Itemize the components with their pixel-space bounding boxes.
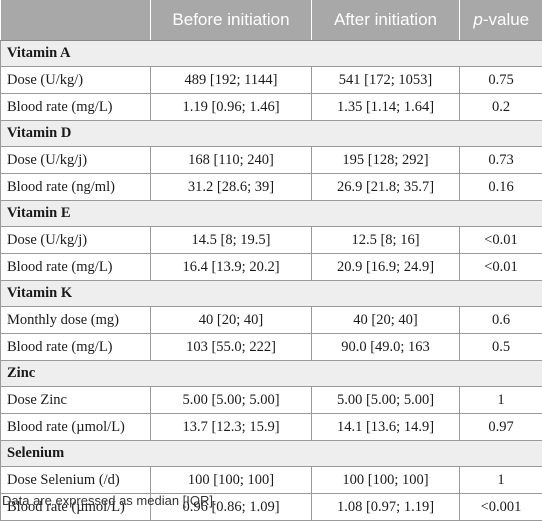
p-value: 0.2	[460, 94, 542, 121]
p-value: 0.73	[460, 147, 542, 174]
header-after-initiation: After initiation	[312, 0, 460, 41]
row-label: Blood rate (µmol/L)	[1, 414, 151, 441]
table-header: Before initiation After initiation p-val…	[1, 0, 542, 41]
after-value: 40 [20; 40]	[312, 307, 460, 334]
row-label: Dose (U/kg/j)	[1, 227, 151, 254]
table-footnote: Data are expressed as median [IQR].	[2, 493, 217, 508]
section-row: Vitamin K	[1, 281, 542, 307]
header-row: Before initiation After initiation p-val…	[1, 0, 542, 41]
p-value: <0.01	[460, 227, 542, 254]
p-value: 0.75	[460, 67, 542, 94]
p-value: 0.16	[460, 174, 542, 201]
table-row: Dose (U/kg/)489 [192; 1144]541 [172; 105…	[1, 67, 542, 94]
row-label: Blood rate (mg/L)	[1, 94, 151, 121]
p-value: 0.6	[460, 307, 542, 334]
section-title: Vitamin K	[1, 281, 542, 307]
header-p-suffix: -value	[483, 10, 529, 29]
after-value: 100 [100; 100]	[312, 467, 460, 494]
before-value: 489 [192; 1144]	[151, 67, 312, 94]
before-value: 103 [55.0; 222]	[151, 334, 312, 361]
after-value: 195 [128; 292]	[312, 147, 460, 174]
after-value: 26.9 [21.8; 35.7]	[312, 174, 460, 201]
after-value: 1.08 [0.97; 1.19]	[312, 494, 460, 521]
table-row: Dose (U/kg/j)168 [110; 240]195 [128; 292…	[1, 147, 542, 174]
after-value: 20.9 [16.9; 24.9]	[312, 254, 460, 281]
table-row: Blood rate (mg/L)1.19 [0.96; 1.46]1.35 […	[1, 94, 542, 121]
row-label: Blood rate (ng/ml)	[1, 174, 151, 201]
after-value: 12.5 [8; 16]	[312, 227, 460, 254]
table-row: Dose (U/kg/j)14.5 [8; 19.5]12.5 [8; 16]<…	[1, 227, 542, 254]
table-row: Monthly dose (mg)40 [20; 40]40 [20; 40]0…	[1, 307, 542, 334]
p-value: 1	[460, 467, 542, 494]
before-value: 100 [100; 100]	[151, 467, 312, 494]
p-value: 0.5	[460, 334, 542, 361]
section-title: Zinc	[1, 361, 542, 387]
header-p-italic: p	[473, 10, 482, 29]
header-p-value: p-value	[460, 0, 542, 41]
row-label: Dose (U/kg/j)	[1, 147, 151, 174]
before-value: 14.5 [8; 19.5]	[151, 227, 312, 254]
section-title: Vitamin E	[1, 201, 542, 227]
after-value: 1.35 [1.14; 1.64]	[312, 94, 460, 121]
header-empty-cell	[1, 0, 151, 41]
table-row: Dose Selenium (/d)100 [100; 100]100 [100…	[1, 467, 542, 494]
before-value: 16.4 [13.9; 20.2]	[151, 254, 312, 281]
p-value: <0.001	[460, 494, 542, 521]
before-value: 13.7 [12.3; 15.9]	[151, 414, 312, 441]
header-before-initiation: Before initiation	[151, 0, 312, 41]
p-value: 0.97	[460, 414, 542, 441]
after-value: 541 [172; 1053]	[312, 67, 460, 94]
before-value: 168 [110; 240]	[151, 147, 312, 174]
row-label: Blood rate (mg/L)	[1, 254, 151, 281]
section-row: Vitamin A	[1, 41, 542, 67]
section-row: Vitamin E	[1, 201, 542, 227]
section-row: Zinc	[1, 361, 542, 387]
after-value: 90.0 [49.0; 163	[312, 334, 460, 361]
row-label: Dose Selenium (/d)	[1, 467, 151, 494]
table-row: Blood rate (ng/ml)31.2 [28.6; 39]26.9 [2…	[1, 174, 542, 201]
section-title: Vitamin D	[1, 121, 542, 147]
after-value: 14.1 [13.6; 14.9]	[312, 414, 460, 441]
before-value: 5.00 [5.00; 5.00]	[151, 387, 312, 414]
row-label: Dose Zinc	[1, 387, 151, 414]
after-value: 5.00 [5.00; 5.00]	[312, 387, 460, 414]
section-title: Vitamin A	[1, 41, 542, 67]
table-row: Blood rate (µmol/L)13.7 [12.3; 15.9]14.1…	[1, 414, 542, 441]
section-row: Selenium	[1, 441, 542, 467]
row-label: Blood rate (mg/L)	[1, 334, 151, 361]
table-row: Blood rate (mg/L)16.4 [13.9; 20.2]20.9 […	[1, 254, 542, 281]
before-value: 1.19 [0.96; 1.46]	[151, 94, 312, 121]
p-value: <0.01	[460, 254, 542, 281]
before-value: 31.2 [28.6; 39]	[151, 174, 312, 201]
section-row: Vitamin D	[1, 121, 542, 147]
before-value: 40 [20; 40]	[151, 307, 312, 334]
table-row: Blood rate (mg/L)103 [55.0; 222]90.0 [49…	[1, 334, 542, 361]
row-label: Monthly dose (mg)	[1, 307, 151, 334]
p-value: 1	[460, 387, 542, 414]
row-label: Dose (U/kg/)	[1, 67, 151, 94]
section-title: Selenium	[1, 441, 542, 467]
